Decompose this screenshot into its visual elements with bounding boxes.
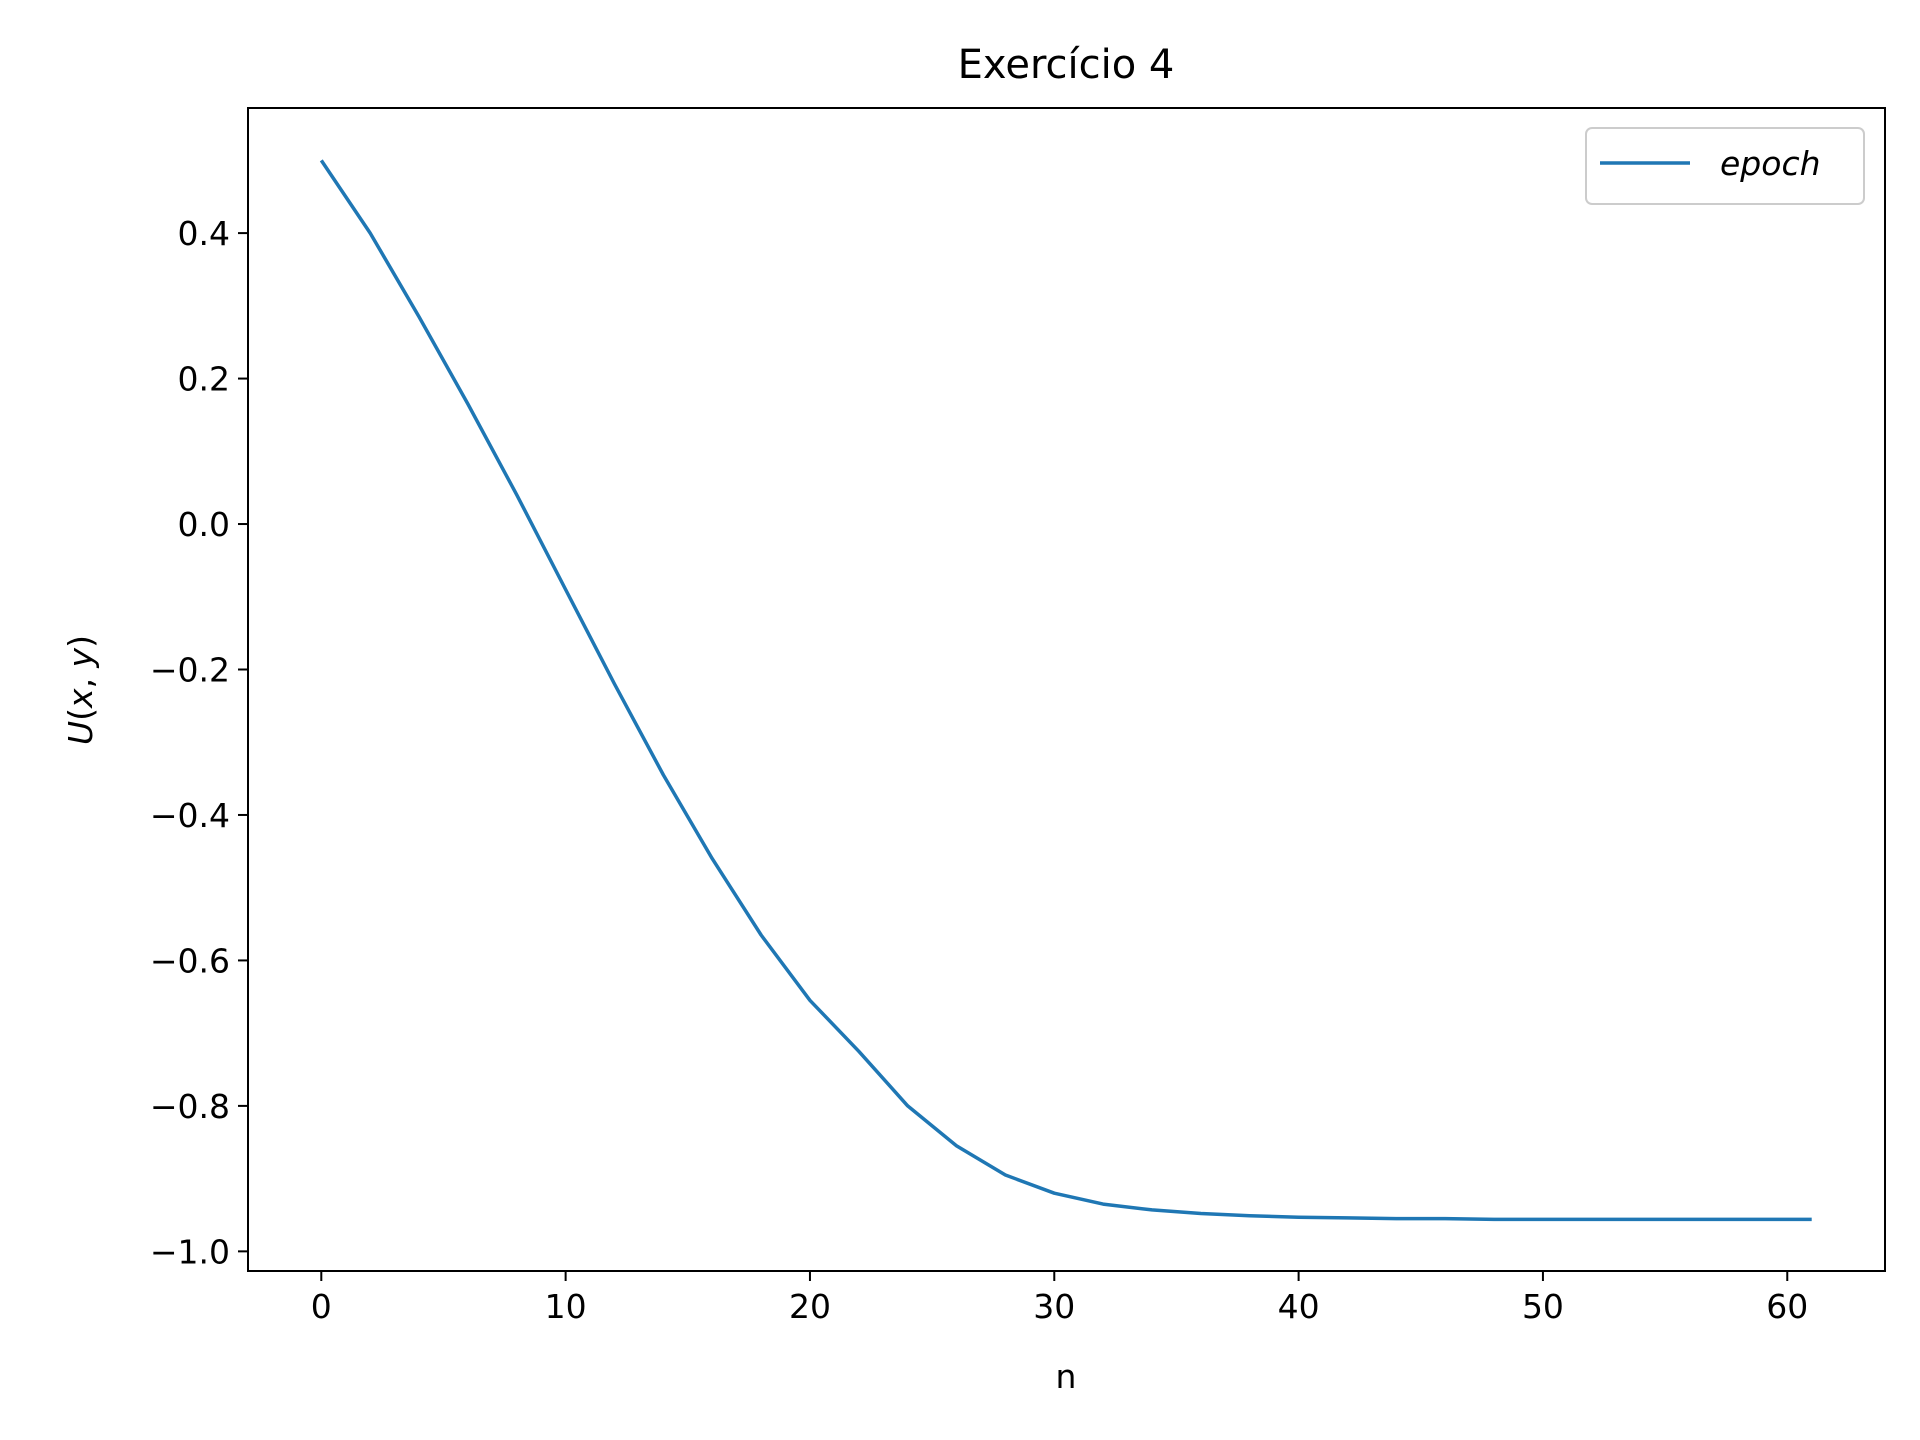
x-tick-label: 50: [1522, 1287, 1564, 1326]
chart-title: Exercício 4: [958, 42, 1175, 88]
series-line-epoch: [319, 159, 1812, 1222]
x-axis-label: n: [1056, 1357, 1077, 1396]
y-tick-label: −0.2: [150, 650, 230, 689]
axes-frame: [247, 107, 1886, 1272]
x-tick-label: 20: [789, 1287, 831, 1326]
plot-area: [319, 159, 1812, 1222]
y-label-function: U: [61, 721, 100, 745]
y-label-x: x: [61, 688, 100, 709]
y-label-close-paren: ): [61, 635, 100, 648]
x-tick-label: 0: [311, 1287, 332, 1326]
x-tick-label: 40: [1278, 1287, 1320, 1326]
x-axis-ticks: 0 10 20 30 40 50 60: [311, 1271, 1808, 1326]
y-tick-label: 0.4: [178, 214, 230, 253]
y-axis-label: U(x, y): [61, 635, 100, 745]
y-tick-label: −0.8: [150, 1087, 230, 1126]
y-tick-label: −1.0: [150, 1232, 230, 1271]
x-tick-label: 60: [1766, 1287, 1808, 1326]
y-tick-label: −0.6: [150, 941, 230, 980]
legend-box: [1585, 127, 1865, 205]
legend: epoch: [1585, 127, 1865, 205]
y-label-comma: ,: [61, 667, 100, 688]
y-tick-label: −0.4: [150, 796, 230, 835]
y-axis-ticks: 0.4 0.2 0.0 −0.2 −0.4 −0.6 −0.8 −1.0: [150, 214, 248, 1271]
y-tick-label: 0.0: [178, 505, 230, 544]
x-tick-label: 30: [1033, 1287, 1075, 1326]
y-label-y: y: [61, 647, 100, 668]
legend-label-epoch: epoch: [1720, 144, 1821, 183]
y-tick-label: 0.2: [178, 360, 230, 399]
x-tick-label: 10: [545, 1287, 587, 1326]
y-label-open-paren: (: [61, 708, 100, 721]
